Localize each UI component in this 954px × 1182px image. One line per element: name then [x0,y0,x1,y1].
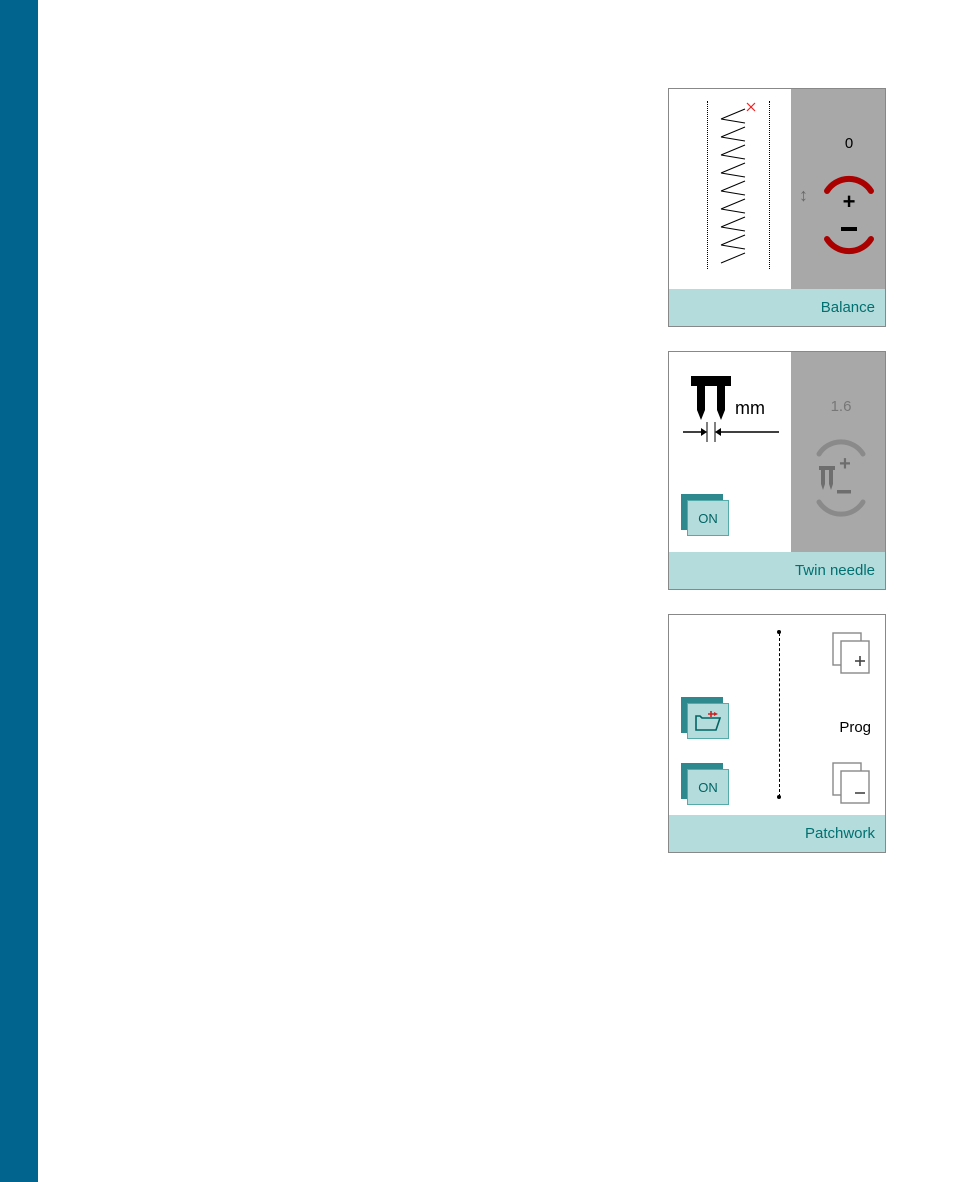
panels-container: ↕ 0 + Balance [668,88,886,877]
panel-patchwork: ON Prog Patchwork [668,614,886,853]
twin-needle-knob[interactable]: 1.6 + [813,438,869,518]
divider-dashed [779,633,780,797]
twin-needle-preview: mm ON [669,352,791,552]
twin-needle-value: 1.6 [813,398,869,415]
panel-twin-needle: mm ON 1.6 + [668,351,886,590]
plus-minus-dial-icon: + [821,175,877,255]
twin-needle-unit: mm [735,398,765,419]
panel-balance-label: Balance [669,289,885,326]
svg-text:+: + [843,189,856,214]
patchwork-on-button[interactable]: ON [681,763,727,803]
on-label: ON [698,780,718,795]
on-label: ON [698,511,718,526]
panel-balance: ↕ 0 + Balance [668,88,886,327]
patchwork-open-button[interactable] [681,697,727,737]
svg-text:+: + [839,453,851,475]
balance-value: 0 [821,135,877,152]
panel-twin-needle-label: Twin needle [669,552,885,589]
stitch-pattern-icon [707,101,769,269]
updown-arrow-icon: ↕ [799,185,808,206]
panel-patchwork-label: Patchwork [669,815,885,852]
twin-needle-on-button[interactable]: ON [681,494,727,534]
plus-minus-dial-icon: + [813,438,869,518]
balance-preview [669,89,791,289]
balance-knob[interactable]: 0 + [821,175,877,255]
page-remove-icon[interactable] [831,761,871,805]
prog-label: Prog [839,719,871,736]
folder-open-icon [694,710,722,732]
left-sidebar [0,0,38,1182]
page-add-icon[interactable] [831,631,871,675]
